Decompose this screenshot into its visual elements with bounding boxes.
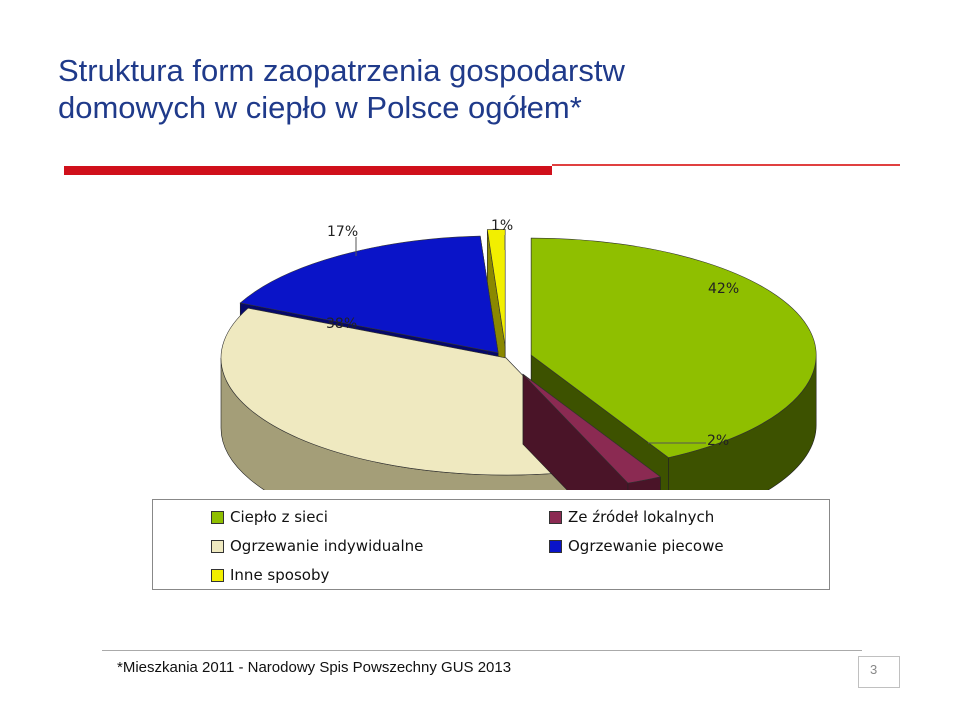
title-line-2: domowych w ciepło w Polsce ogółem* <box>58 90 582 125</box>
title-accent-line <box>552 164 900 166</box>
legend-label: Ze źródeł lokalnych <box>568 508 715 526</box>
pie-slice-inne-sposoby <box>486 229 506 347</box>
title-accent-bar <box>64 166 552 175</box>
legend-item-cieplo-z-sieci: Ciepło z sieci <box>211 508 328 526</box>
footnote: *Mieszkania 2011 - Narodowy Spis Powszec… <box>117 659 512 676</box>
title-line-1: Struktura form zaopatrzenia gospodarstw <box>58 53 625 88</box>
data-label-ogrzewanie-piecowe: 17% <box>327 224 359 240</box>
page-number-box <box>858 656 900 688</box>
legend-swatch <box>211 568 224 582</box>
data-label-inne-sposoby: 1% <box>491 218 514 234</box>
legend-swatch <box>211 510 224 524</box>
slide-title: Struktura form zaopatrzenia gospodarstw … <box>58 52 918 126</box>
pie-slice-ogrzewanie-indywidualne <box>220 307 612 476</box>
data-label-ze-zrodel-lokalnych: 2% <box>707 433 730 449</box>
legend-swatch <box>211 539 224 553</box>
pie-slice-cieplo-z-sieci <box>530 237 817 458</box>
pie-slice-ogrzewanie-piecowe <box>239 235 499 354</box>
chart-legend: Ciepło z sieci Ze źródeł lokalnych Ogrze… <box>152 499 830 590</box>
legend-swatch <box>549 539 562 553</box>
legend-item-inne-sposoby: Inne sposoby <box>211 566 329 584</box>
legend-item-ze-zrodel-lokalnych: Ze źródeł lokalnych <box>549 508 714 526</box>
pie-chart <box>220 229 817 490</box>
data-label-ogrzewanie-indywidualne: 38% <box>326 316 358 332</box>
data-label-cieplo-z-sieci: 42% <box>708 281 740 297</box>
legend-label: Ogrzewanie indywidualne <box>230 537 424 555</box>
legend-item-ogrzewanie-piecowe: Ogrzewanie piecowe <box>549 537 724 555</box>
legend-label: Ogrzewanie piecowe <box>568 537 724 555</box>
legend-item-ogrzewanie-indywidualne: Ogrzewanie indywidualne <box>211 537 423 555</box>
legend-label: Inne sposoby <box>230 566 330 584</box>
footnote-divider <box>102 650 862 651</box>
legend-swatch <box>549 510 562 524</box>
page-number: 3 <box>870 662 878 677</box>
pie-slice-ze-zrodel-lokalnych <box>522 374 662 484</box>
legend-label: Ciepło z sieci <box>230 508 328 526</box>
